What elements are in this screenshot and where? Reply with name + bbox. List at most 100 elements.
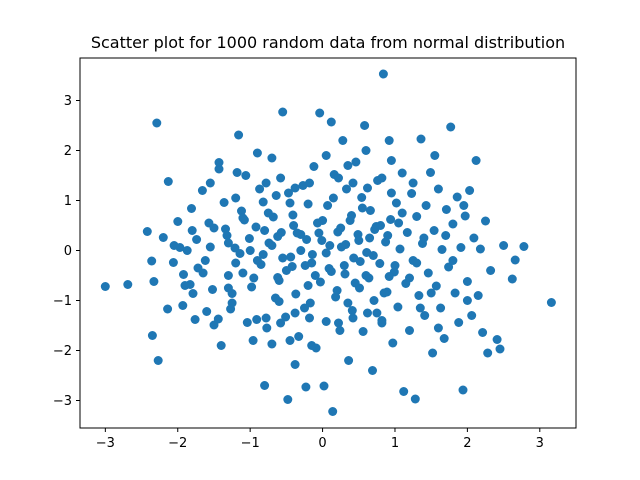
scatter-point bbox=[481, 216, 490, 226]
scatter-point bbox=[375, 259, 385, 268]
scatter-point bbox=[249, 273, 259, 283]
scatter-point bbox=[458, 385, 468, 395]
scatter-point bbox=[179, 270, 188, 279]
scatter-point bbox=[153, 356, 163, 365]
scatter-point bbox=[285, 198, 295, 208]
scatter-point bbox=[152, 118, 162, 128]
scatter-point bbox=[323, 201, 333, 210]
scatter-point bbox=[314, 228, 324, 238]
scatter-point bbox=[223, 271, 233, 280]
scatter-point bbox=[405, 273, 414, 283]
x-tick-label: −3 bbox=[96, 436, 115, 451]
scatter-point bbox=[402, 228, 412, 237]
scatter-point bbox=[261, 178, 271, 188]
scatter-point bbox=[305, 313, 314, 323]
scatter-point bbox=[223, 238, 233, 248]
scatter-point bbox=[213, 314, 223, 324]
scatter-point bbox=[495, 344, 505, 354]
scatter-point bbox=[271, 191, 281, 200]
scatter-point bbox=[276, 318, 286, 328]
scatter-point bbox=[284, 188, 293, 198]
scatter-point bbox=[350, 278, 360, 288]
scatter-point bbox=[384, 272, 394, 281]
scatter-point bbox=[377, 318, 387, 328]
scatter-point bbox=[296, 246, 306, 255]
scatter-point bbox=[190, 315, 200, 324]
scatter-point bbox=[343, 298, 353, 308]
scatter-point bbox=[459, 201, 469, 210]
scatter-point bbox=[456, 243, 466, 252]
scatter-point bbox=[205, 242, 215, 252]
scatter-point bbox=[234, 130, 244, 140]
x-tick-label: 3 bbox=[536, 436, 544, 451]
scatter-point bbox=[290, 183, 300, 193]
scatter-point bbox=[348, 313, 358, 323]
scatter-point bbox=[347, 306, 357, 315]
scatter-point bbox=[326, 117, 336, 127]
scatter-point bbox=[486, 266, 496, 275]
scatter-point bbox=[441, 231, 451, 240]
scatter-point bbox=[289, 221, 299, 230]
scatter-point bbox=[294, 332, 304, 341]
scatter-point bbox=[407, 189, 417, 198]
scatter-point bbox=[475, 244, 485, 254]
plot-area-frame bbox=[79, 57, 577, 429]
scatter-point bbox=[309, 162, 319, 171]
scatter-point bbox=[252, 148, 262, 158]
scatter-point bbox=[258, 250, 268, 259]
scatter-point bbox=[180, 281, 190, 290]
scatter-point bbox=[276, 173, 286, 183]
scatter-point bbox=[483, 348, 493, 358]
scatter-point bbox=[238, 213, 248, 223]
scatter-point bbox=[288, 210, 298, 220]
scatter-point bbox=[178, 301, 188, 310]
scatter-point bbox=[301, 382, 311, 392]
scatter-point bbox=[336, 223, 346, 233]
scatter-point bbox=[343, 161, 353, 170]
scatter-point bbox=[182, 246, 192, 255]
scatter-point bbox=[285, 336, 295, 345]
scatter-point bbox=[416, 134, 426, 144]
scatter-point bbox=[471, 156, 481, 165]
scatter-point bbox=[405, 326, 414, 335]
scatter-point bbox=[321, 248, 331, 258]
scatter-point bbox=[351, 157, 361, 167]
chart-title: Scatter plot for 1000 random data from n… bbox=[91, 33, 565, 52]
scatter-point bbox=[363, 183, 372, 193]
scatter-point bbox=[202, 307, 212, 316]
scatter-point bbox=[507, 274, 517, 284]
scatter-point bbox=[465, 186, 475, 195]
scatter-point bbox=[421, 201, 431, 210]
scatter-point bbox=[347, 211, 356, 220]
scatter-point bbox=[123, 280, 133, 289]
scatter-point bbox=[390, 261, 400, 270]
scatter-point bbox=[354, 236, 364, 245]
scatter-point bbox=[499, 241, 509, 250]
x-tick-label: −1 bbox=[241, 436, 260, 451]
scatter-point bbox=[355, 257, 365, 266]
scatter-point bbox=[383, 231, 393, 240]
scatter-point bbox=[188, 289, 198, 298]
scatter-point bbox=[368, 366, 377, 375]
scatter-point bbox=[278, 253, 288, 263]
scatter-point bbox=[436, 303, 446, 313]
scatter-point bbox=[469, 233, 479, 243]
scatter-point bbox=[357, 193, 367, 202]
scatter-point bbox=[303, 281, 313, 290]
scatter-point bbox=[341, 240, 351, 249]
scatter-point bbox=[317, 236, 327, 245]
scatter-point bbox=[261, 313, 271, 323]
scatter-point bbox=[370, 225, 380, 234]
scatter-point bbox=[510, 255, 520, 265]
scatter-point bbox=[168, 258, 178, 267]
scatter-point bbox=[462, 277, 472, 286]
scatter-point bbox=[214, 158, 224, 167]
scatter-point bbox=[208, 285, 217, 294]
scatter-point bbox=[348, 178, 358, 188]
y-tick-label: −2 bbox=[53, 344, 72, 359]
scatter-point bbox=[248, 336, 258, 345]
scatter-point bbox=[393, 302, 403, 312]
scatter-point bbox=[173, 217, 183, 226]
scatter-point bbox=[147, 256, 157, 266]
scatter-point bbox=[391, 198, 401, 208]
